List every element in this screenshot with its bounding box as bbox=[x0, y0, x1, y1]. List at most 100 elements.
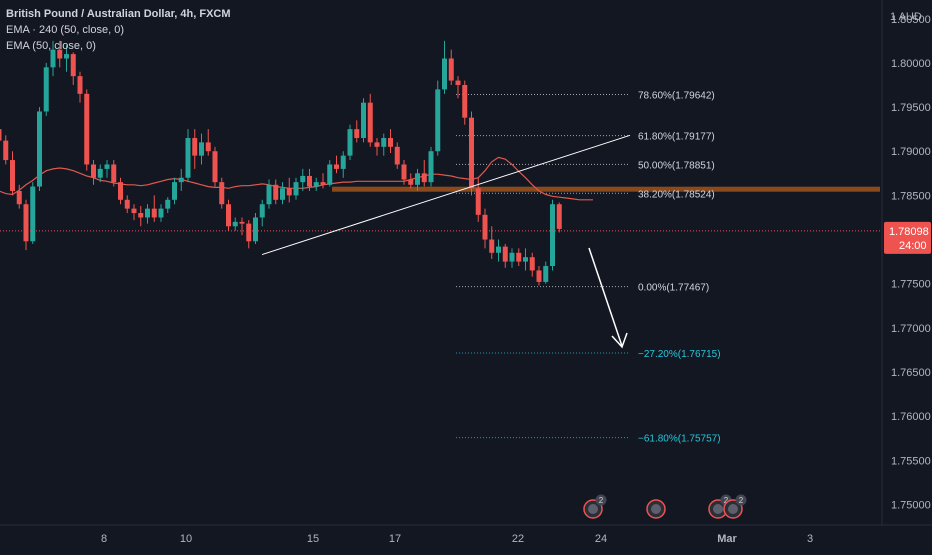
candle-body bbox=[253, 217, 258, 242]
candle-body bbox=[543, 266, 549, 282]
candle-body bbox=[239, 221, 245, 224]
fib-level-label: 61.80%(1.79177) bbox=[638, 132, 715, 143]
price-tick-label: 1.76000 bbox=[891, 411, 931, 423]
price-tick-label: 1.78500 bbox=[891, 190, 931, 202]
candle-body bbox=[165, 199, 171, 209]
candle-body bbox=[212, 151, 218, 183]
candle-body bbox=[30, 186, 36, 242]
candle-body bbox=[435, 89, 441, 152]
candle-body bbox=[489, 239, 495, 253]
candle-body bbox=[172, 182, 177, 200]
candle-body bbox=[57, 49, 63, 59]
candle-body bbox=[124, 199, 130, 209]
time-tick-label: 15 bbox=[307, 533, 319, 545]
candle-body bbox=[104, 164, 110, 169]
price-tick-label: 1.79500 bbox=[891, 102, 931, 114]
candle-body bbox=[131, 208, 137, 214]
candle-body bbox=[70, 54, 76, 77]
candle-body bbox=[340, 155, 346, 169]
candle-body bbox=[138, 213, 144, 218]
time-tick-label: 22 bbox=[512, 533, 524, 545]
event-count-badge bbox=[595, 494, 607, 506]
fib-extension-label: −27.20%(1.76715) bbox=[638, 349, 721, 360]
price-tick-label: 1.79000 bbox=[891, 146, 931, 158]
candle-body bbox=[205, 142, 211, 152]
legend-ema-50: EMA (50, close, 0) bbox=[6, 40, 96, 52]
candle-body bbox=[273, 184, 279, 200]
candle-body bbox=[496, 246, 501, 253]
candle-body bbox=[280, 188, 285, 200]
time-tick-label: 3 bbox=[807, 533, 813, 545]
price-tick-label: 1.75500 bbox=[891, 455, 931, 467]
candle-body bbox=[388, 137, 393, 147]
candle-body bbox=[367, 102, 373, 143]
currency-unit-label: 1 AUD bbox=[890, 11, 922, 23]
candle-body bbox=[421, 173, 427, 183]
candle-body bbox=[428, 151, 434, 183]
chart-legend: British Pound / Australian Dollar, 4h, F… bbox=[6, 6, 231, 54]
candle-body bbox=[91, 164, 96, 178]
event-count-label: 2 bbox=[599, 496, 604, 505]
candle-body bbox=[334, 164, 339, 169]
time-tick-label: 10 bbox=[180, 533, 192, 545]
fib-extension-label: −61.80%(1.75757) bbox=[638, 434, 721, 445]
event-flag-icon bbox=[588, 504, 598, 514]
candle-body bbox=[219, 182, 225, 205]
candle-body bbox=[259, 204, 265, 218]
time-tick-label: Mar bbox=[717, 533, 737, 545]
candle-body bbox=[529, 257, 535, 271]
price-tick-label: 1.76500 bbox=[891, 367, 931, 379]
candle-body bbox=[455, 80, 461, 85]
candle-body bbox=[158, 208, 164, 218]
candle-body bbox=[192, 137, 198, 156]
price-tick-label: 1.77000 bbox=[891, 323, 931, 335]
fib-level-label: 78.60%(1.79642) bbox=[638, 91, 715, 102]
candle-body bbox=[97, 168, 103, 178]
candle-body bbox=[482, 214, 488, 240]
candle-body bbox=[50, 49, 56, 68]
candle-body bbox=[111, 164, 117, 183]
candle-body bbox=[23, 204, 29, 242]
candle-body bbox=[381, 137, 387, 147]
candle-body bbox=[462, 84, 468, 118]
candle-body bbox=[374, 142, 380, 147]
projection-arrow bbox=[588, 247, 623, 347]
countdown-label: 24:00 bbox=[899, 240, 927, 252]
candle-body bbox=[0, 129, 2, 141]
candle-body bbox=[469, 117, 474, 189]
candle-body bbox=[199, 142, 204, 156]
event-count-label: 2 bbox=[724, 496, 729, 505]
projection-arrow-head bbox=[611, 332, 628, 349]
last-price-label: 1.78098 bbox=[889, 226, 929, 238]
resistance-zone bbox=[332, 186, 880, 192]
candle-body bbox=[84, 93, 90, 165]
candle-body bbox=[475, 188, 481, 215]
event-flag-icon bbox=[651, 504, 661, 514]
event-flag-icon bbox=[728, 504, 738, 514]
candle-body bbox=[64, 54, 69, 59]
trendline bbox=[261, 134, 631, 256]
candle-body bbox=[293, 182, 299, 196]
candle-body bbox=[536, 270, 542, 282]
candle-body bbox=[16, 190, 22, 205]
candle-body bbox=[10, 160, 15, 191]
event-count-badge bbox=[735, 494, 747, 506]
price-tick-label: 1.80000 bbox=[891, 58, 931, 70]
candle-body bbox=[556, 204, 562, 229]
candle-body bbox=[246, 223, 252, 242]
candle-body bbox=[408, 179, 414, 185]
candle-body bbox=[361, 102, 366, 138]
candle-body bbox=[354, 129, 360, 138]
event-flag-icon bbox=[713, 504, 723, 514]
candle-body bbox=[232, 221, 238, 227]
time-tick-label: 8 bbox=[101, 533, 107, 545]
candle-body bbox=[502, 246, 508, 262]
candle-body bbox=[415, 173, 420, 185]
candle-body bbox=[523, 257, 528, 262]
candle-body bbox=[43, 67, 49, 112]
candle-body bbox=[327, 164, 333, 185]
candle-body bbox=[77, 76, 83, 94]
price-tick-label: 1.80500 bbox=[891, 14, 931, 26]
